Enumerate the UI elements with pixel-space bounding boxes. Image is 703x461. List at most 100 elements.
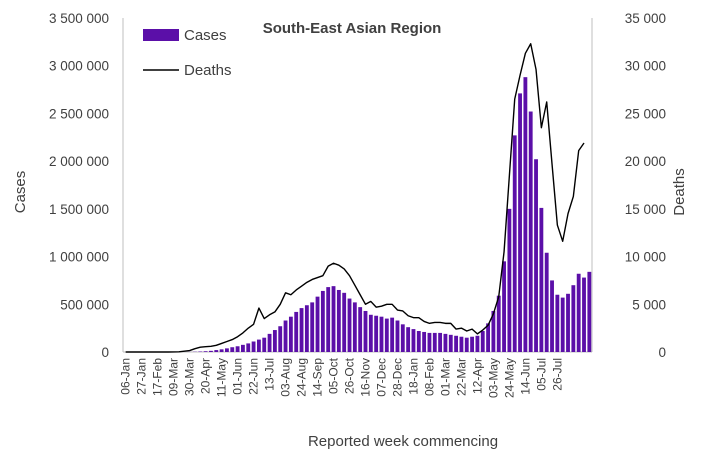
left-axis-ticks: 0 500 000 1 000 000 1 500 000 2 000 000 2 500…	[49, 11, 109, 360]
cases-bar	[256, 339, 261, 352]
y2-tick-label: 15 000	[625, 202, 666, 217]
y-tick-label: 3 000 000	[49, 59, 109, 74]
y-tick-label: 3 500 000	[49, 11, 109, 26]
cases-bar	[560, 297, 565, 352]
cases-bar	[320, 290, 325, 352]
y-tick-label: 0	[101, 345, 109, 360]
x-tick-label: 16-Nov	[358, 358, 372, 397]
cases-bar	[379, 316, 384, 352]
cases-bar	[395, 320, 400, 352]
cases-bar	[267, 333, 272, 352]
cases-bar	[288, 316, 293, 352]
cases-bar	[491, 310, 496, 352]
cases-bar	[470, 336, 475, 352]
x-tick-label: 30-Mar	[183, 358, 197, 396]
cases-bar	[331, 286, 336, 352]
cases-bar	[486, 323, 490, 352]
cases-bar	[448, 334, 453, 352]
cases-bar	[454, 335, 459, 352]
cases-bar	[571, 285, 576, 352]
y2-tick-label: 35 000	[625, 11, 666, 26]
cases-bar	[507, 208, 512, 352]
cases-bar	[459, 336, 464, 352]
cases-bar	[427, 332, 432, 352]
cases-bar	[225, 348, 229, 352]
x-tick-label: 12-Apr	[470, 358, 484, 394]
cases-bar	[352, 302, 357, 352]
y2-tick-label: 20 000	[625, 154, 666, 169]
x-tick-label: 22-Jun	[247, 358, 261, 395]
y2-tick-label: 5 000	[632, 297, 666, 312]
y-tick-label: 1 000 000	[49, 250, 109, 265]
cases-bar	[438, 332, 443, 352]
x-tick-label: 24-May	[502, 358, 516, 398]
x-tick-label: 13-Jul	[263, 358, 277, 391]
cases-bar	[203, 351, 208, 352]
x-tick-label: 09-Mar	[167, 358, 181, 396]
cases-bar	[283, 320, 288, 352]
cases-bar	[310, 302, 315, 352]
cases-bar	[390, 317, 395, 352]
x-tick-label: 07-Dec	[374, 358, 388, 397]
x-tick-label: 11-May	[215, 358, 229, 397]
y-tick-label: 2 500 000	[49, 106, 109, 121]
legend-cases-label: Cases	[184, 27, 227, 44]
cases-bar	[518, 93, 522, 352]
y-tick-label: 1 500 000	[49, 202, 109, 217]
x-tick-label: 24-Aug	[295, 358, 309, 397]
x-tick-label: 01-Mar	[438, 358, 452, 396]
cases-bar	[315, 296, 320, 352]
cases-bar	[230, 347, 235, 352]
x-tick-label: 03-May	[486, 358, 500, 398]
y2-axis-title: Deaths	[671, 168, 688, 216]
cases-bar	[534, 159, 538, 352]
cases-bar	[326, 287, 331, 352]
cases-bar	[475, 335, 480, 352]
x-tick-label: 17-Feb	[151, 358, 165, 396]
cases-bar	[550, 280, 554, 352]
cases-bar	[432, 332, 437, 352]
x-tick-label: 05-Jul	[534, 358, 548, 391]
cases-bar	[576, 273, 581, 352]
cases-bar	[241, 344, 245, 352]
cases-bar	[480, 331, 485, 352]
cases-bar	[304, 305, 309, 352]
cases-bar	[294, 311, 299, 352]
cases-bar	[406, 327, 411, 352]
x-tick-label: 22-Mar	[454, 358, 468, 396]
cases-bar	[422, 331, 427, 352]
cases-bar	[209, 350, 213, 352]
cases-bar	[555, 294, 560, 352]
x-tick-label: 28-Dec	[390, 358, 404, 397]
chart-title: South-East Asian Region	[263, 20, 442, 37]
cases-bar	[374, 315, 379, 352]
cases-bar	[336, 289, 341, 352]
cases-bar	[299, 308, 304, 352]
y2-tick-label: 10 000	[625, 250, 666, 265]
cases-bar	[582, 277, 586, 352]
cases-bar	[587, 271, 592, 352]
cases-bar	[523, 77, 528, 353]
x-tick-label: 27-Jan	[135, 358, 149, 395]
x-tick-label: 26-Oct	[343, 357, 357, 394]
legend-cases-swatch	[143, 29, 179, 41]
cases-bar	[251, 341, 256, 352]
cases-bar	[262, 337, 267, 352]
cases-bar	[246, 343, 251, 352]
y2-tick-label: 25 000	[625, 106, 666, 121]
cases-bar	[496, 295, 501, 352]
cases-bar	[347, 298, 352, 352]
x-tick-label: 26-Jul	[550, 358, 564, 391]
x-tick-label: 18-Jan	[406, 358, 420, 395]
cases-bar	[384, 318, 389, 352]
cases-bar	[528, 111, 533, 353]
cases-bar	[400, 324, 405, 352]
x-tick-label: 14-Jun	[518, 358, 532, 395]
cases-bar	[272, 330, 277, 352]
cases-bar	[464, 337, 469, 352]
cases-bar	[443, 333, 448, 352]
cases-bar	[368, 314, 373, 352]
x-axis-title: Reported week commencing	[308, 433, 498, 450]
x-tick-label: 03-Aug	[279, 358, 293, 397]
